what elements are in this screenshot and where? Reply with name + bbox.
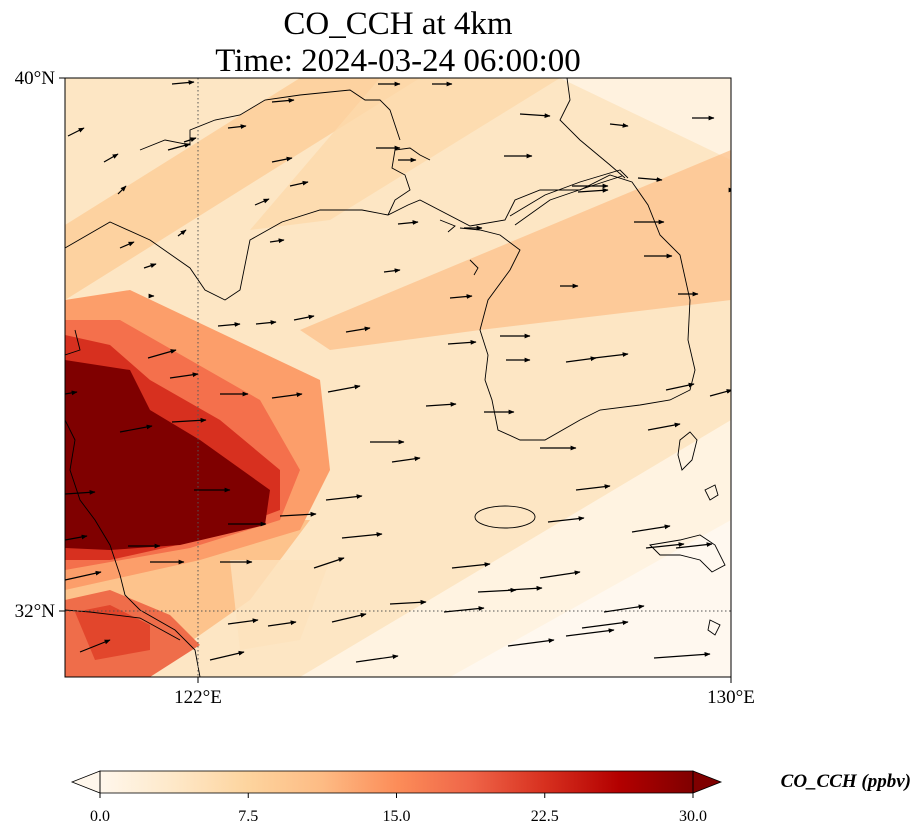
wind-arrow — [547, 516, 585, 523]
wind-arrow — [167, 143, 191, 151]
wind-arrow — [709, 389, 731, 397]
gridlines — [65, 78, 731, 677]
colorbar-tick-label: 15.0 — [383, 808, 411, 825]
wind-arrow — [565, 356, 597, 363]
wind-arrow — [647, 422, 681, 431]
wind-arrow — [147, 349, 177, 359]
colorbar: 0.0 7.5 15.0 22.5 30.0 CO_CCH (ppbv) — [70, 770, 911, 825]
colorbar-extend-low — [70, 770, 101, 794]
colorbar-tick-label: 7.5 — [238, 808, 258, 825]
wind-arrow — [425, 401, 457, 407]
wind-arrow — [391, 456, 421, 463]
lon-tick-130: 130°E — [707, 687, 755, 708]
wind-arrow — [447, 339, 477, 345]
wind-arrow — [65, 390, 78, 396]
wind-vectors — [65, 80, 731, 663]
wind-arrow — [575, 484, 611, 491]
wind-arrow — [79, 639, 111, 653]
colorbar-tick-label: 30.0 — [679, 808, 707, 825]
wind-arrow — [609, 123, 629, 128]
lon-tick-122: 122°E — [174, 687, 222, 708]
wind-arrow — [507, 638, 555, 647]
wind-arrow — [177, 229, 187, 237]
wind-arrow — [267, 620, 297, 627]
wind-arrow — [171, 417, 207, 423]
lon-axis: 122°E 130°E — [174, 677, 755, 708]
wind-arrow — [65, 570, 102, 581]
wind-arrow — [103, 153, 119, 163]
wind-arrow — [451, 562, 491, 569]
lat-tick-40: 40°N — [15, 68, 56, 89]
wind-arrow — [637, 177, 663, 182]
wind-arrow — [169, 372, 199, 379]
wind-arrow — [383, 268, 401, 274]
map-title-line2: Time: 2024-03-24 06:00:00 — [215, 43, 580, 79]
wind-arrow — [341, 532, 383, 539]
wind-arrow — [289, 180, 309, 187]
wind-arrow — [119, 241, 135, 249]
wind-arrow — [227, 124, 247, 129]
colorbar-extend-high — [692, 770, 723, 794]
wind-arrow — [355, 654, 399, 663]
wind-arrow — [389, 599, 427, 605]
lat-tick-32: 32°N — [15, 601, 56, 622]
wind-arrow — [331, 612, 367, 623]
wind-arrow — [227, 618, 259, 625]
wind-arrow — [397, 220, 419, 225]
map-title-line1: CO_CCH at 4km — [283, 6, 513, 42]
map-panel — [65, 78, 731, 677]
wind-arrow — [293, 314, 315, 321]
wind-arrow — [255, 320, 277, 325]
wind-arrow — [443, 606, 485, 613]
wind-arrow — [119, 424, 153, 433]
wind-arrow — [675, 542, 713, 549]
wind-arrow — [593, 352, 629, 359]
wind-arrow — [565, 628, 615, 637]
colorbar-gradient — [100, 771, 693, 793]
wind-arrow — [665, 382, 695, 391]
wind-arrow — [269, 238, 285, 244]
coastlines — [65, 78, 726, 677]
colorbar-tick-label: 22.5 — [531, 808, 559, 825]
wind-arrow — [313, 557, 345, 569]
wind-arrow — [631, 524, 671, 533]
wind-arrow — [345, 326, 371, 333]
wind-arrow — [271, 156, 293, 163]
wind-arrow — [117, 185, 127, 195]
wind-arrow — [271, 98, 295, 103]
wind-arrow — [577, 187, 609, 193]
wind-arrow — [65, 534, 88, 541]
wind-arrow — [67, 127, 85, 137]
wind-arrow — [449, 294, 473, 299]
wind-arrow — [279, 511, 317, 517]
colorbar-tick-label: 0.0 — [90, 808, 110, 825]
wind-arrow — [539, 570, 581, 579]
wind-arrow — [581, 620, 629, 629]
wind-arrow — [65, 489, 96, 495]
wind-arrow — [507, 585, 543, 591]
wind-arrow — [209, 650, 245, 661]
wind-arrow — [519, 113, 551, 119]
wind-arrow — [271, 392, 303, 399]
colorbar-title: CO_CCH (ppbv) — [781, 771, 911, 792]
wind-arrow — [603, 604, 645, 613]
lat-axis: 40°N 32°N — [15, 68, 65, 622]
wind-arrow — [653, 651, 711, 659]
wind-arrow — [217, 322, 241, 327]
wind-arrow — [254, 198, 270, 206]
wind-arrow — [183, 137, 197, 143]
wind-arrow — [327, 384, 361, 393]
concentration-field — [65, 78, 731, 677]
wind-arrow — [171, 80, 195, 85]
wind-arrow — [143, 263, 157, 269]
map-frame — [64, 77, 732, 678]
wind-arrow — [325, 494, 363, 501]
wind-arrow — [645, 542, 685, 549]
